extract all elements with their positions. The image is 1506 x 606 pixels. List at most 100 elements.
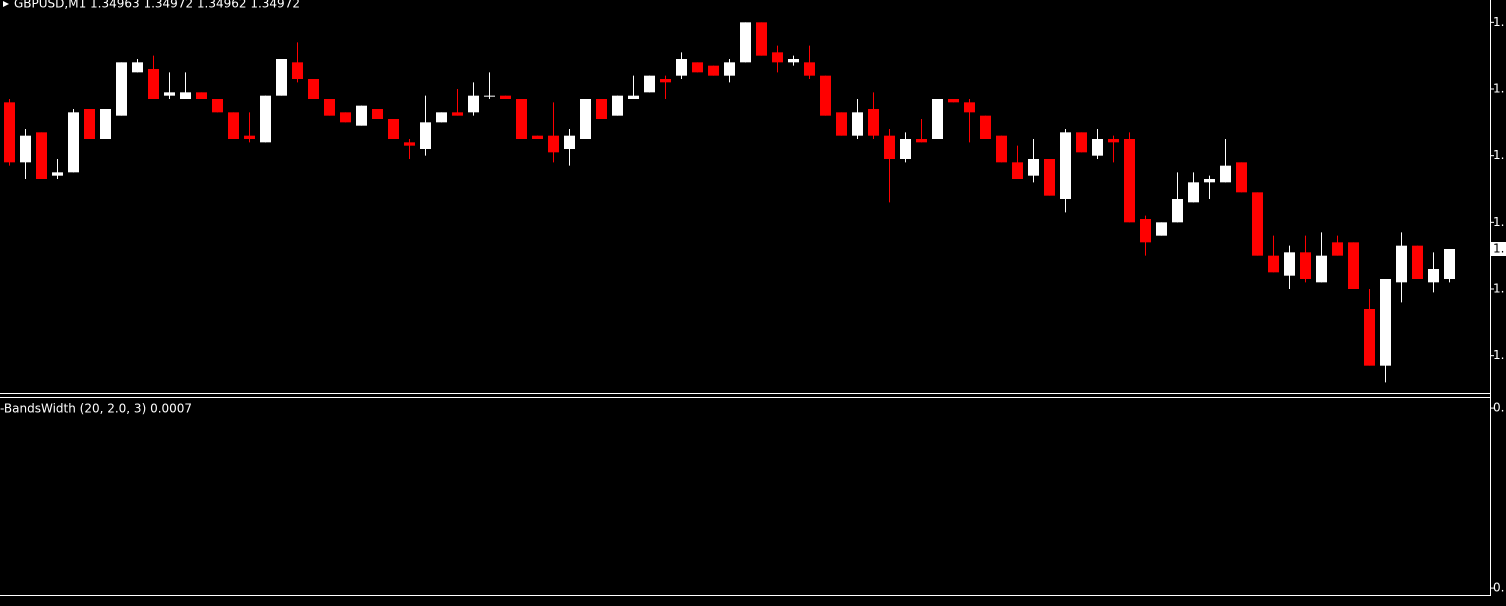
candle-body xyxy=(100,109,111,139)
candle-body xyxy=(660,79,671,83)
candle-body xyxy=(132,62,143,73)
candle-body xyxy=(436,112,447,123)
candle-body xyxy=(1060,132,1071,199)
candle-body xyxy=(1204,179,1215,183)
y-tick-label: 0. xyxy=(1493,581,1504,595)
candle-body xyxy=(276,59,287,96)
candle-body xyxy=(804,62,815,76)
candle-body xyxy=(404,142,415,146)
price-marker-label: 1. xyxy=(1493,242,1504,256)
candle-body xyxy=(980,115,991,139)
candle-body xyxy=(68,112,79,173)
candle-body xyxy=(1236,162,1247,193)
candle-body xyxy=(868,109,879,136)
candle-body xyxy=(148,69,159,99)
candle-body xyxy=(612,95,623,116)
candle-body xyxy=(1220,165,1231,183)
candle-body xyxy=(964,102,975,113)
y-tick-label: 1. xyxy=(1493,215,1504,229)
candle-body xyxy=(708,65,719,76)
candle-body xyxy=(836,112,847,136)
candle-body xyxy=(324,99,335,116)
candle-body xyxy=(1380,279,1391,366)
candle-body xyxy=(516,99,527,139)
candle-body xyxy=(356,105,367,126)
candle-body xyxy=(1172,199,1183,223)
candle-body xyxy=(900,139,911,159)
candle-body xyxy=(212,99,223,113)
candle-body xyxy=(596,99,607,119)
candle-body xyxy=(1348,242,1359,289)
candle-body xyxy=(532,135,543,139)
candle-body xyxy=(244,135,255,139)
candle-body xyxy=(1124,139,1135,223)
candle-body xyxy=(196,92,207,99)
candle-body xyxy=(996,135,1007,163)
candle-body xyxy=(756,22,767,56)
candle-body xyxy=(308,79,319,99)
price-marker xyxy=(1491,242,1506,256)
candle-body xyxy=(1428,269,1439,283)
candle-body xyxy=(1284,252,1295,276)
candle-body xyxy=(52,172,63,176)
candle-body xyxy=(116,62,127,116)
candle-body xyxy=(852,112,863,136)
candle-body xyxy=(1044,159,1055,196)
candle-body xyxy=(948,99,959,103)
candle-body xyxy=(1108,139,1119,143)
candle-body xyxy=(580,99,591,139)
candle-body xyxy=(1268,255,1279,273)
candle-body xyxy=(420,122,431,149)
candle-body xyxy=(916,139,927,143)
candle-body xyxy=(884,135,895,159)
y-tick-label: 1. xyxy=(1493,15,1504,29)
candle-body xyxy=(500,95,511,99)
candle-body xyxy=(772,52,783,63)
candle-body xyxy=(820,75,831,116)
candle-body xyxy=(932,99,943,139)
candle-body xyxy=(452,112,463,116)
candle-body xyxy=(788,59,799,63)
candle-body xyxy=(1188,182,1199,203)
y-tick-label: 1. xyxy=(1493,282,1504,296)
candle-body xyxy=(1012,162,1023,179)
candle-body xyxy=(1092,139,1103,156)
candle-body xyxy=(388,119,399,139)
candle-body xyxy=(740,22,751,63)
candle-body xyxy=(1412,245,1423,279)
y-tick-label: 1. xyxy=(1493,348,1504,362)
candle-body xyxy=(228,112,239,139)
candle-body xyxy=(36,132,47,179)
candle-body xyxy=(724,62,735,76)
candle-body xyxy=(1156,222,1167,236)
candle-body xyxy=(1332,242,1343,256)
candle-body xyxy=(180,92,191,99)
collapse-arrow xyxy=(3,1,9,7)
candle-body xyxy=(644,75,655,93)
candle-body xyxy=(84,109,95,139)
candle-body xyxy=(1252,192,1263,256)
candle-body xyxy=(20,135,31,163)
candle-body xyxy=(676,59,687,76)
candle-body xyxy=(1364,309,1375,366)
indicator-label: -BandsWidth (20, 2.0, 3) 0.0007 xyxy=(0,402,192,416)
candle-body xyxy=(260,95,271,143)
candle-body xyxy=(1444,249,1455,279)
candle-body xyxy=(292,62,303,79)
candle-body xyxy=(468,95,479,113)
candle-body xyxy=(164,92,175,96)
candle-body xyxy=(372,109,383,119)
candle-body xyxy=(1300,252,1311,279)
candle-body xyxy=(484,95,495,97)
candle-body xyxy=(1028,159,1039,176)
candle-body xyxy=(548,135,559,153)
symbol-header: GBPUSD,M1 1.34963 1.34972 1.34962 1.3497… xyxy=(14,0,300,11)
candle-body xyxy=(628,95,639,99)
y-tick-label: 1. xyxy=(1493,82,1504,96)
candle-body xyxy=(1316,255,1327,283)
candle-body xyxy=(1396,245,1407,283)
candle-body xyxy=(564,135,575,149)
y-tick-label: 0. xyxy=(1493,401,1504,415)
candle-body xyxy=(340,112,351,123)
